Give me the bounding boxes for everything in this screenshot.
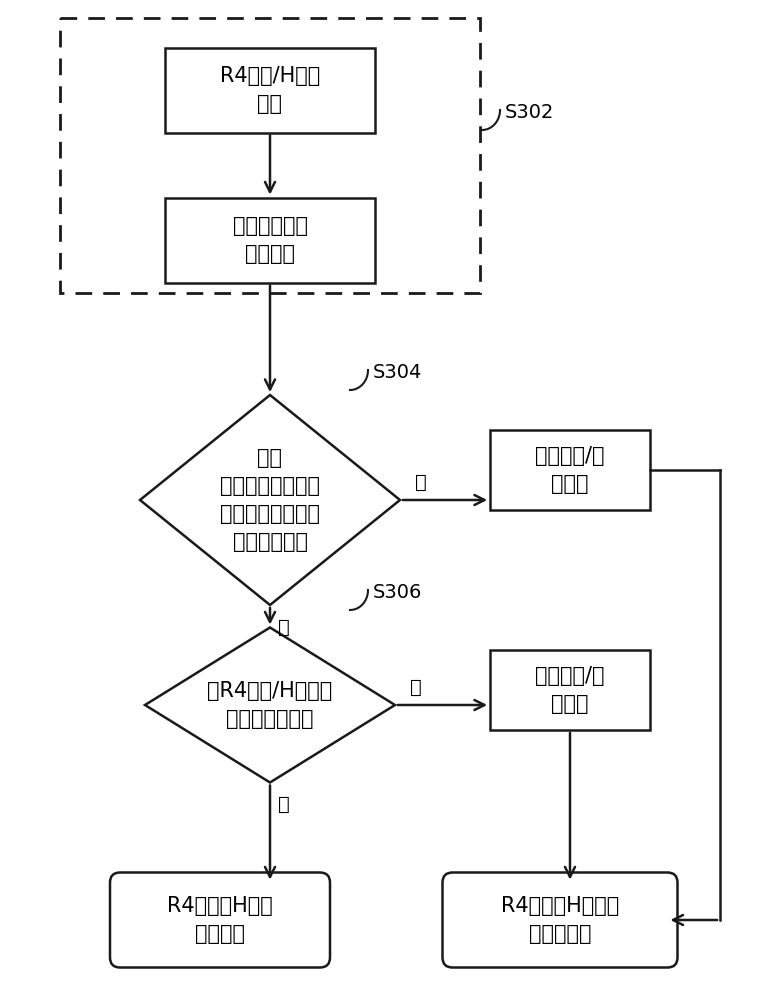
Text: R4业务与H业务
实现空分: R4业务与H业务 实现空分	[167, 896, 273, 944]
FancyBboxPatch shape	[110, 872, 330, 968]
Text: 是: 是	[278, 617, 290, 637]
Text: S302: S302	[505, 103, 554, 121]
Text: 码分资源/降
速接入: 码分资源/降 速接入	[535, 446, 604, 494]
Text: S304: S304	[373, 362, 422, 381]
Text: 否: 否	[415, 473, 427, 491]
Polygon shape	[145, 628, 395, 782]
Text: 否: 否	[410, 678, 422, 696]
FancyBboxPatch shape	[442, 872, 678, 968]
FancyBboxPatch shape	[165, 47, 375, 132]
Text: 空分
载波可变属性时隙
中某一时隙第一层
资源是否占满: 空分 载波可变属性时隙 中某一时隙第一层 资源是否占满	[220, 448, 320, 552]
Text: S306: S306	[373, 582, 422, 601]
FancyBboxPatch shape	[490, 650, 650, 730]
Text: R4业务/H业务
接入: R4业务/H业务 接入	[220, 66, 320, 114]
Text: 与R4业务/H业务空
分配对是否成功: 与R4业务/H业务空 分配对是否成功	[208, 681, 333, 729]
FancyBboxPatch shape	[490, 430, 650, 510]
Text: 码分资源/降
速接入: 码分资源/降 速接入	[535, 666, 604, 714]
FancyBboxPatch shape	[165, 198, 375, 282]
Text: 接入可变时隙
空分载波: 接入可变时隙 空分载波	[232, 216, 307, 264]
Text: 是: 是	[278, 795, 290, 814]
Text: R4业务与H业务不
能实现空分: R4业务与H业务不 能实现空分	[501, 896, 619, 944]
Polygon shape	[140, 395, 400, 605]
